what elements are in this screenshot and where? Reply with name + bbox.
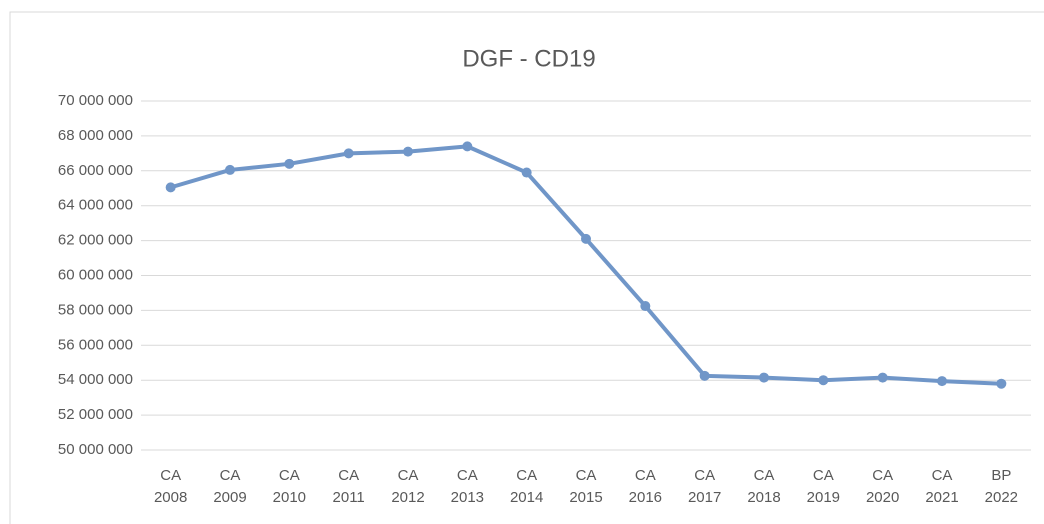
y-tick-label: 52 000 000 <box>58 406 133 423</box>
x-tick-label: BP 2022 <box>984 467 1019 506</box>
marker <box>877 372 888 383</box>
marker <box>521 167 532 178</box>
x-tick-label: CA 2009 <box>213 467 247 506</box>
marker <box>759 372 769 383</box>
marker <box>818 375 829 386</box>
x-tick-label: CA 2021 <box>925 467 959 506</box>
marker <box>165 182 176 193</box>
x-tick-label: CA 2013 <box>450 467 485 506</box>
y-tick-label: 54 000 000 <box>58 371 133 388</box>
x-tick-label: CA 2016 <box>628 467 663 506</box>
y-tick-label: 70 000 000 <box>58 92 133 109</box>
marker <box>581 233 591 244</box>
x-tick-label: CA 2018 <box>747 467 781 506</box>
marker <box>640 301 651 312</box>
marker <box>284 158 295 169</box>
x-tick-label: CA 2020 <box>865 467 900 506</box>
chart-title: DGF - CD19 <box>462 45 595 72</box>
x-tick-label: CA 2019 <box>806 467 841 506</box>
y-tick-label: 60 000 000 <box>58 266 133 283</box>
y-tick-label: 62 000 000 <box>58 232 133 249</box>
marker <box>403 146 413 157</box>
x-tick-label: CA 2008 <box>153 467 188 506</box>
y-tick-label: 50 000 000 <box>58 441 133 458</box>
x-tick-label: CA 2010 <box>272 467 307 506</box>
y-tick-label: 64 000 000 <box>58 197 133 214</box>
y-tick-label: 68 000 000 <box>58 127 133 144</box>
marker <box>996 378 1007 389</box>
marker <box>462 141 473 152</box>
y-tick-label: 66 000 000 <box>58 162 133 179</box>
marker <box>699 370 710 381</box>
y-tick-label: 56 000 000 <box>58 336 133 353</box>
x-tick-label: CA 2011 <box>332 467 365 506</box>
x-tick-label: CA 2015 <box>569 467 603 506</box>
chart-frame <box>9 11 1044 524</box>
x-tick-label: CA 2014 <box>509 467 544 506</box>
y-tick-label: 58 000 000 <box>58 301 133 318</box>
x-tick-label: CA 2012 <box>391 467 425 506</box>
marker <box>343 148 354 159</box>
marker <box>937 376 947 387</box>
line <box>170 144 1002 386</box>
x-tick-label: CA 2017 <box>687 467 722 506</box>
marker <box>225 164 235 175</box>
